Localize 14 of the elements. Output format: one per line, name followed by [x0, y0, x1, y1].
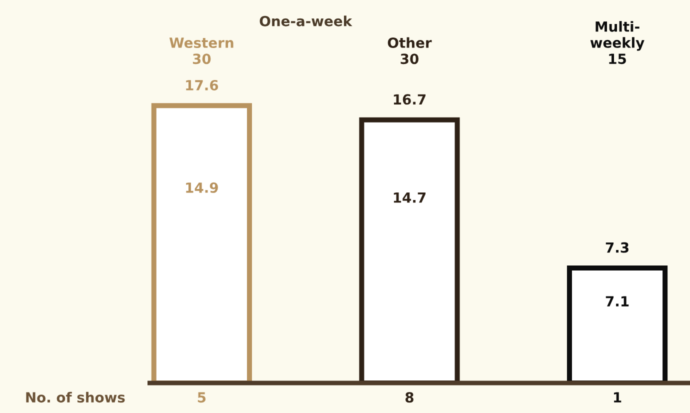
x-axis-title: No. of shows	[26, 392, 125, 403]
x-tick-label: Western 30	[169, 38, 234, 64]
text: 1	[614, 392, 622, 402]
text: One-a-week	[260, 16, 352, 26]
data-label: 7.3	[606, 242, 628, 253]
annotation: 14.7	[394, 192, 426, 203]
x-tick-label: Multi- weekly 15	[590, 21, 644, 64]
text: 8	[405, 392, 414, 403]
x-tick-label: Other 30	[388, 37, 432, 64]
annotation: 7.1	[606, 296, 629, 306]
data-label: 17.6	[186, 80, 218, 90]
data-label: 16.7	[394, 94, 426, 105]
annotation: 14.9	[186, 182, 218, 193]
text: 5	[198, 392, 206, 403]
